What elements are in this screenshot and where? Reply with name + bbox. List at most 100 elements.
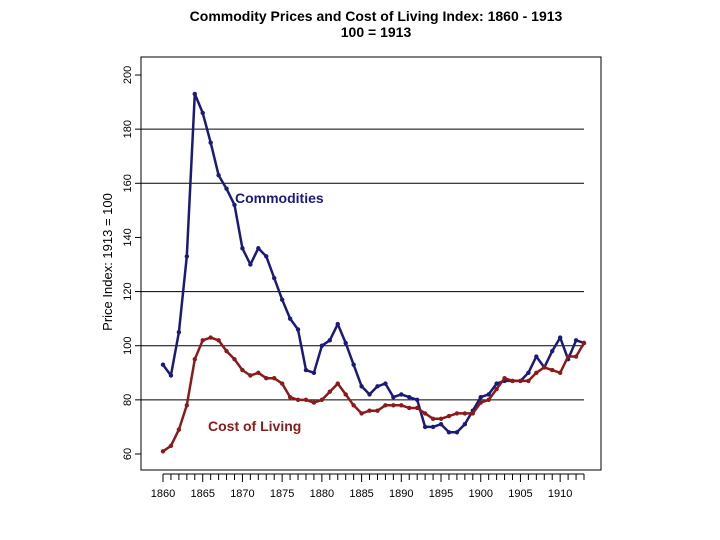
x-tick-label-1910: 1910 — [548, 488, 572, 500]
cost-of-living-point — [510, 378, 515, 384]
y-tick-label-160: 160 — [122, 174, 134, 192]
commodities-point — [319, 343, 325, 348]
cost-of-living-point — [351, 403, 356, 408]
y-tick-label-80: 80 — [122, 394, 134, 406]
commodities-point — [430, 424, 436, 430]
cost-of-living-point — [446, 413, 452, 419]
commodities-label: Commodities — [235, 190, 324, 206]
commodities-point — [295, 327, 301, 332]
cost-of-living-point — [359, 411, 364, 416]
cost-of-living-point — [264, 376, 269, 381]
commodities-point — [176, 329, 182, 335]
cost-of-living-point — [399, 403, 404, 408]
y-tick-label-140: 140 — [122, 228, 134, 246]
cost-of-living-point — [414, 405, 420, 411]
cost-of-living-point — [216, 338, 221, 343]
commodities-point — [287, 316, 293, 321]
cost-of-living-point — [494, 386, 499, 392]
commodities-point — [478, 394, 483, 400]
cost-of-living-point — [565, 354, 571, 359]
cost-of-living-point — [335, 381, 340, 386]
commodities-point — [224, 186, 229, 191]
cost-of-living-point — [327, 389, 333, 394]
x-tick-label-1890: 1890 — [389, 488, 413, 500]
cost-of-living-point — [160, 449, 166, 454]
cost-of-living-point — [168, 443, 174, 449]
commodities-point — [256, 246, 261, 251]
series — [160, 91, 587, 454]
cost-of-living-point — [248, 373, 253, 378]
commodities-point — [414, 397, 420, 403]
commodities-point — [279, 297, 285, 302]
chart-title: Commodity Prices and Cost of Living Inde… — [190, 8, 563, 24]
commodities-point — [375, 384, 380, 389]
cost-of-living-point — [581, 340, 587, 346]
chart-subtitle: 100 = 1913 — [341, 24, 412, 40]
commodities-point — [391, 394, 396, 400]
cost-of-living-point — [438, 416, 444, 422]
cost-of-living-point — [224, 348, 229, 354]
y-tick-label-180: 180 — [122, 120, 134, 138]
commodities-point — [160, 362, 166, 367]
commodities-point — [168, 373, 174, 378]
cost-of-living-point — [502, 376, 507, 381]
cost-of-living-point — [232, 357, 237, 362]
x-tick-label-1905: 1905 — [508, 488, 532, 500]
commodities-point — [494, 381, 499, 386]
y-tick-label-60: 60 — [122, 448, 134, 460]
plot-frame — [140, 56, 602, 471]
commodities-point — [367, 392, 372, 397]
x-tick-label-1895: 1895 — [429, 488, 453, 500]
commodities-point — [550, 348, 555, 354]
x-tick-label-1900: 1900 — [468, 488, 492, 500]
cost-of-living-point — [534, 370, 539, 375]
y-axis-label: Price Index: 1913 = 100 — [100, 193, 115, 331]
commodities-point — [351, 362, 356, 367]
commodities-point — [343, 340, 348, 346]
cost-of-living-point — [367, 408, 372, 413]
cost-of-living-point — [542, 365, 547, 370]
commodities-point — [264, 254, 269, 259]
commodities-point — [303, 367, 309, 373]
commodities-point — [486, 392, 491, 397]
cost-of-living-point — [279, 381, 285, 386]
cost-of-living-point — [462, 411, 468, 416]
commodities-point — [184, 254, 190, 259]
commodities-point — [462, 422, 468, 427]
commodities-point — [335, 321, 340, 327]
commodities-point — [272, 275, 277, 281]
cost-of-living-point — [407, 405, 412, 411]
commodities-point — [359, 384, 364, 389]
cost-of-living-point — [303, 397, 309, 403]
cost-of-living-point — [176, 427, 182, 432]
cost-of-living-point — [256, 370, 261, 375]
cost-of-living-point — [383, 403, 388, 408]
commodities-point — [454, 430, 460, 435]
cost-of-living-point — [454, 411, 460, 416]
cost-of-living-point — [470, 411, 475, 416]
cost-of-living-point — [287, 394, 293, 400]
x-tick-label-1865: 1865 — [190, 488, 214, 500]
axes: 60 80 100 120 140 160 180 200 1860 1865 1870 1875 18… — [122, 66, 585, 500]
x-tick-label-1860: 1860 — [151, 488, 175, 500]
commodities-point — [327, 338, 333, 343]
commodities-point — [216, 172, 221, 178]
cost-of-living-point — [375, 408, 380, 413]
commodities-point — [208, 140, 213, 145]
cost-of-living-line — [162, 336, 586, 453]
cost-of-living-point — [478, 400, 483, 405]
commodities-point — [311, 370, 317, 375]
commodities-point — [399, 392, 404, 397]
y-tick-label-120: 120 — [122, 282, 134, 300]
y-tick-label-100: 100 — [122, 337, 134, 355]
commodities-point — [573, 338, 579, 343]
x-tick-label-1885: 1885 — [349, 488, 373, 500]
cost-of-living-point — [184, 403, 190, 408]
cost-of-living-point — [343, 392, 348, 397]
cost-of-living-point — [550, 367, 555, 373]
cost-of-living-point — [200, 338, 205, 343]
gridlines — [141, 128, 584, 401]
cost-of-living-point — [208, 335, 213, 340]
x-tick-label-1875: 1875 — [270, 488, 294, 500]
cost-of-living-point — [573, 354, 579, 359]
